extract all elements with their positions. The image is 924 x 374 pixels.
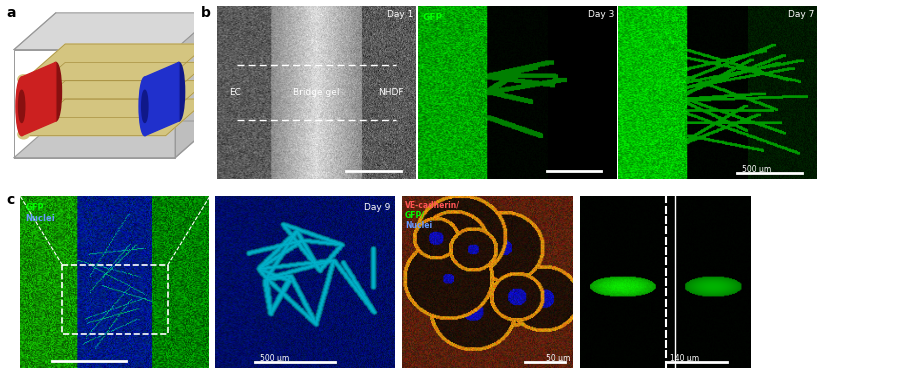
Ellipse shape	[18, 93, 30, 102]
Ellipse shape	[18, 75, 30, 84]
Ellipse shape	[139, 77, 151, 136]
Ellipse shape	[18, 111, 30, 120]
Polygon shape	[145, 62, 179, 136]
Polygon shape	[21, 62, 55, 136]
Ellipse shape	[18, 90, 25, 123]
Polygon shape	[24, 99, 207, 136]
Text: Day 7: Day 7	[788, 10, 815, 19]
Text: Nuclei: Nuclei	[405, 221, 432, 230]
Text: b: b	[201, 6, 211, 19]
Text: Bridge gel: Bridge gel	[293, 88, 340, 97]
Bar	[63, 265, 167, 334]
Polygon shape	[24, 62, 207, 99]
Text: c: c	[6, 193, 15, 206]
Ellipse shape	[201, 38, 213, 47]
Polygon shape	[14, 121, 217, 158]
Ellipse shape	[201, 75, 213, 84]
Ellipse shape	[50, 62, 62, 121]
Text: 500 μm: 500 μm	[742, 165, 772, 174]
Polygon shape	[14, 13, 217, 50]
Text: VE-cadherin/: VE-cadherin/	[405, 200, 460, 210]
Text: Day 1: Day 1	[387, 10, 414, 19]
Ellipse shape	[173, 62, 185, 121]
Ellipse shape	[18, 130, 30, 139]
Polygon shape	[24, 44, 207, 81]
Polygon shape	[24, 81, 207, 117]
Text: 50 μm: 50 μm	[546, 354, 570, 363]
Text: NHDF: NHDF	[379, 88, 404, 97]
Text: a: a	[6, 6, 16, 19]
Text: GFP: GFP	[422, 13, 443, 22]
Text: Day 3: Day 3	[588, 10, 614, 19]
Text: 140 μm: 140 μm	[671, 354, 699, 363]
Text: 500 μm: 500 μm	[261, 354, 289, 363]
Text: Day 9: Day 9	[364, 203, 391, 212]
Ellipse shape	[141, 90, 148, 123]
Text: EC: EC	[229, 88, 241, 97]
Text: GFP/: GFP/	[405, 211, 425, 220]
Ellipse shape	[201, 56, 213, 65]
Polygon shape	[175, 13, 217, 158]
Text: GFP: GFP	[26, 203, 44, 212]
Text: Nuclei: Nuclei	[26, 214, 55, 223]
Ellipse shape	[201, 93, 213, 102]
Ellipse shape	[16, 77, 28, 136]
